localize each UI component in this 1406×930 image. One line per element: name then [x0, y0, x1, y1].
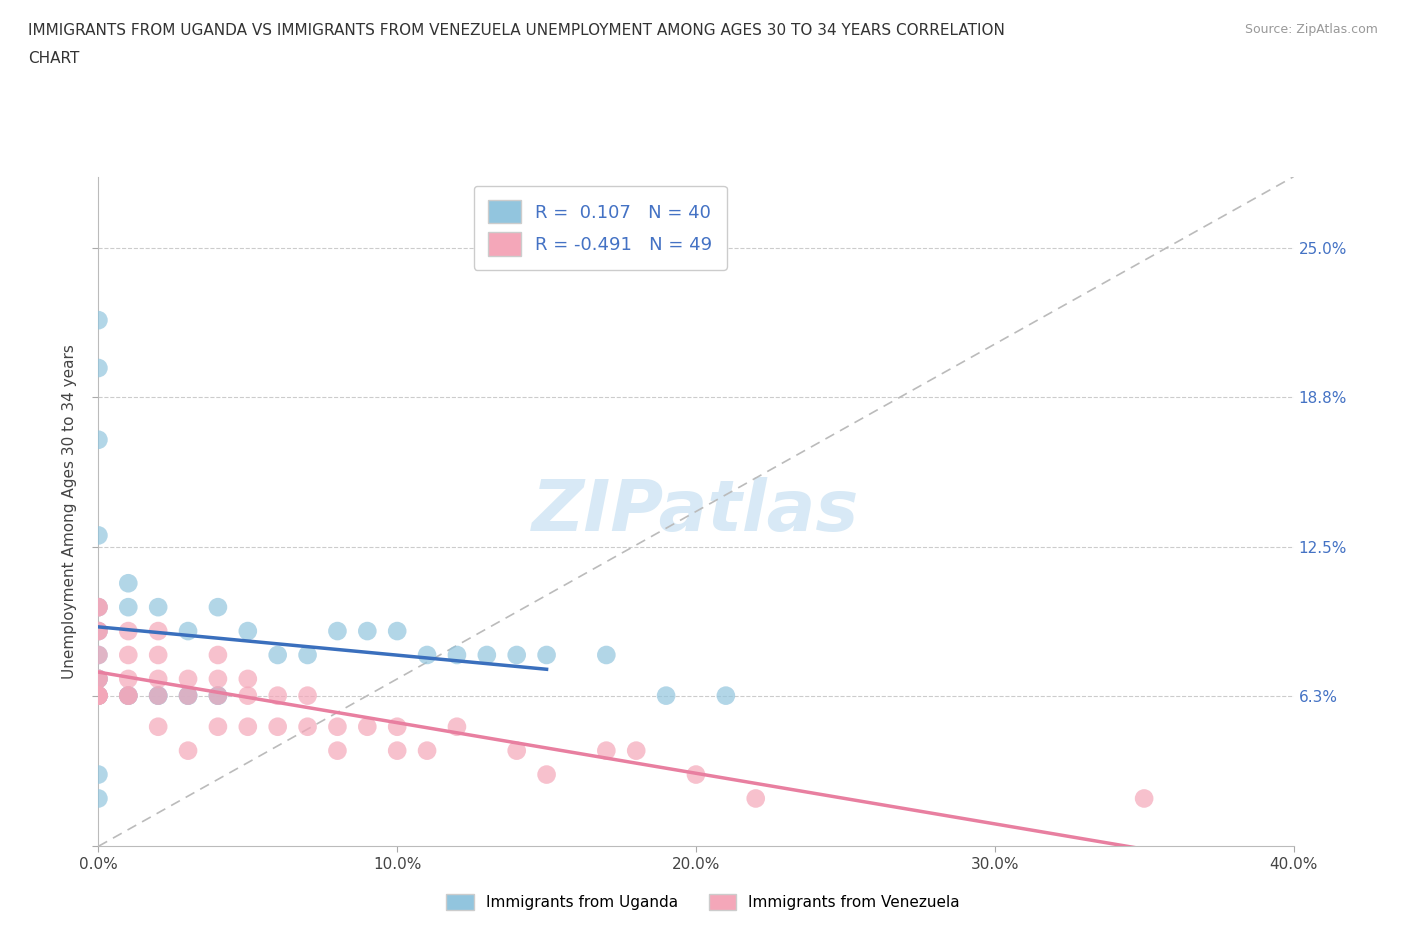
- Point: [87, 671, 110, 686]
- Point: [207, 600, 229, 615]
- Point: [117, 671, 139, 686]
- Point: [87, 791, 110, 806]
- Point: [536, 647, 558, 662]
- Point: [117, 624, 139, 639]
- Point: [297, 647, 319, 662]
- Point: [595, 743, 617, 758]
- Point: [87, 688, 110, 703]
- Point: [148, 600, 170, 615]
- Point: [207, 688, 229, 703]
- Point: [446, 719, 468, 734]
- Point: [1133, 791, 1156, 806]
- Point: [87, 671, 110, 686]
- Text: IMMIGRANTS FROM UGANDA VS IMMIGRANTS FROM VENEZUELA UNEMPLOYMENT AMONG AGES 30 T: IMMIGRANTS FROM UGANDA VS IMMIGRANTS FRO…: [28, 23, 1005, 38]
- Point: [385, 743, 409, 758]
- Point: [326, 624, 349, 639]
- Text: ZIPatlas: ZIPatlas: [533, 477, 859, 546]
- Point: [236, 688, 259, 703]
- Point: [117, 688, 139, 703]
- Point: [87, 600, 110, 615]
- Point: [117, 688, 139, 703]
- Point: [207, 719, 229, 734]
- Point: [117, 600, 139, 615]
- Point: [87, 688, 110, 703]
- Point: [87, 312, 110, 327]
- Point: [506, 647, 529, 662]
- Point: [87, 671, 110, 686]
- Point: [236, 719, 259, 734]
- Point: [356, 719, 378, 734]
- Point: [87, 432, 110, 447]
- Point: [177, 743, 200, 758]
- Point: [267, 688, 290, 703]
- Point: [655, 688, 678, 703]
- Point: [356, 624, 378, 639]
- Point: [326, 719, 349, 734]
- Point: [626, 743, 648, 758]
- Point: [87, 624, 110, 639]
- Point: [87, 688, 110, 703]
- Point: [385, 624, 409, 639]
- Point: [87, 647, 110, 662]
- Point: [385, 719, 409, 734]
- Point: [236, 624, 259, 639]
- Point: [87, 624, 110, 639]
- Text: CHART: CHART: [28, 51, 80, 66]
- Point: [297, 688, 319, 703]
- Point: [87, 624, 110, 639]
- Point: [148, 688, 170, 703]
- Point: [87, 600, 110, 615]
- Point: [87, 767, 110, 782]
- Point: [87, 688, 110, 703]
- Point: [536, 767, 558, 782]
- Point: [148, 624, 170, 639]
- Point: [87, 361, 110, 376]
- Point: [685, 767, 707, 782]
- Point: [177, 688, 200, 703]
- Point: [177, 688, 200, 703]
- Point: [236, 671, 259, 686]
- Point: [207, 688, 229, 703]
- Legend: Immigrants from Uganda, Immigrants from Venezuela: Immigrants from Uganda, Immigrants from …: [439, 886, 967, 918]
- Point: [297, 719, 319, 734]
- Point: [416, 743, 439, 758]
- Point: [595, 647, 617, 662]
- Y-axis label: Unemployment Among Ages 30 to 34 years: Unemployment Among Ages 30 to 34 years: [62, 344, 77, 679]
- Point: [87, 688, 110, 703]
- Point: [714, 688, 737, 703]
- Point: [475, 647, 498, 662]
- Point: [87, 600, 110, 615]
- Legend: R =  0.107   N = 40, R = -0.491   N = 49: R = 0.107 N = 40, R = -0.491 N = 49: [474, 186, 727, 270]
- Point: [177, 688, 200, 703]
- Point: [117, 647, 139, 662]
- Point: [117, 576, 139, 591]
- Point: [207, 671, 229, 686]
- Text: Source: ZipAtlas.com: Source: ZipAtlas.com: [1244, 23, 1378, 36]
- Point: [117, 688, 139, 703]
- Point: [177, 671, 200, 686]
- Point: [207, 688, 229, 703]
- Point: [87, 688, 110, 703]
- Point: [506, 743, 529, 758]
- Point: [148, 647, 170, 662]
- Point: [207, 647, 229, 662]
- Point: [416, 647, 439, 662]
- Point: [446, 647, 468, 662]
- Point: [87, 671, 110, 686]
- Point: [177, 624, 200, 639]
- Point: [267, 719, 290, 734]
- Point: [326, 743, 349, 758]
- Point: [148, 671, 170, 686]
- Point: [117, 688, 139, 703]
- Point: [87, 528, 110, 543]
- Point: [148, 688, 170, 703]
- Point: [148, 719, 170, 734]
- Point: [745, 791, 768, 806]
- Point: [267, 647, 290, 662]
- Point: [87, 647, 110, 662]
- Point: [148, 688, 170, 703]
